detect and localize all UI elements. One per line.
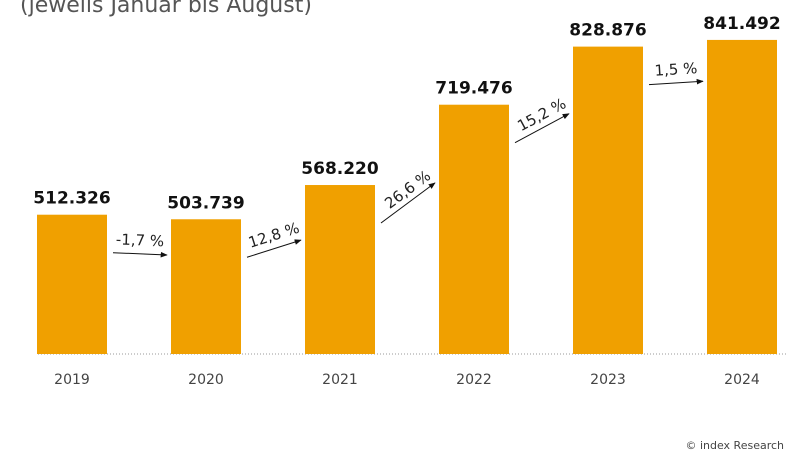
value-label: 828.876 (569, 21, 646, 41)
growth-arrow (380, 182, 436, 224)
growth-arrow (514, 113, 570, 144)
x-tick-label: 2022 (456, 372, 492, 388)
value-label: 719.476 (435, 79, 512, 99)
value-label: 512.326 (33, 189, 110, 209)
growth-label: -1,7 % (116, 230, 165, 250)
value-label: 568.220 (301, 159, 379, 179)
growth-label: 12,8 % (246, 219, 301, 252)
value-label: 503.739 (167, 193, 244, 213)
growth-label: 1,5 % (654, 59, 698, 80)
x-tick-label: 2021 (322, 372, 358, 388)
growth-arrow (648, 78, 704, 86)
bar (439, 104, 509, 354)
x-tick-label: 2020 (188, 372, 224, 388)
value-label: 841.492 (703, 14, 780, 34)
growth-label: 15,2 % (514, 94, 569, 135)
bar (305, 185, 375, 354)
source: © index Research (685, 439, 784, 452)
x-tick-label: 2019 (54, 372, 90, 388)
bar (171, 219, 241, 354)
bar (573, 46, 643, 354)
x-tick-label: 2024 (724, 372, 760, 388)
bar (707, 39, 777, 354)
bar (37, 214, 107, 354)
x-tick-label: 2023 (590, 372, 626, 388)
chart-subtitle: (jeweils Januar bis August) (20, 0, 312, 18)
growth-arrow (246, 239, 302, 258)
growth-arrow (112, 251, 168, 258)
